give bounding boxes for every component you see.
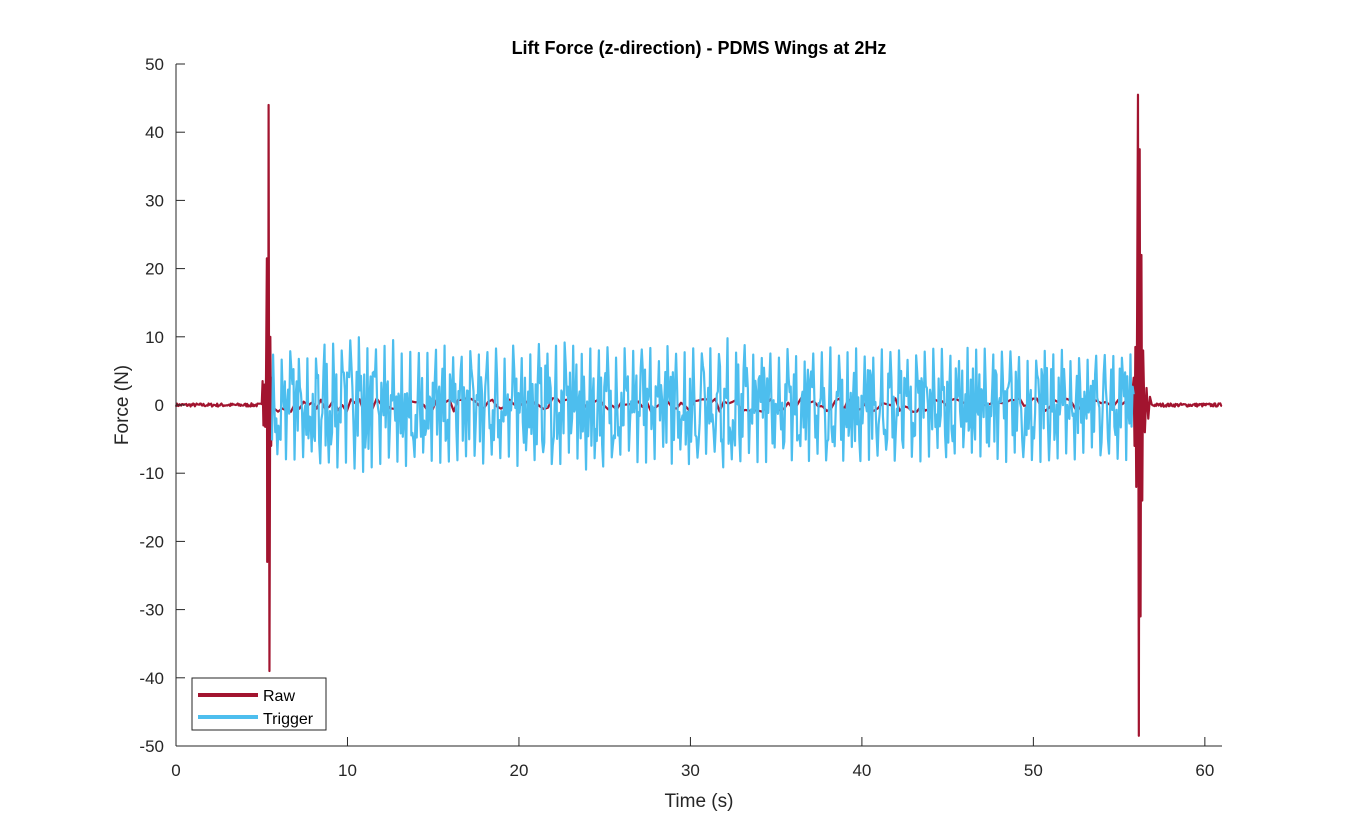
x-tick-label: 0 — [171, 761, 180, 780]
x-tick-label: 20 — [509, 761, 528, 780]
y-tick-label: 0 — [155, 396, 164, 415]
y-tick-label: 20 — [145, 260, 164, 279]
x-axis-label: Time (s) — [665, 791, 734, 812]
legend-label-trigger: Trigger — [263, 711, 314, 728]
series-line-raw — [174, 93, 1223, 737]
y-tick-label: 40 — [145, 123, 164, 142]
x-tick-label: 10 — [338, 761, 357, 780]
legend-label-raw: Raw — [263, 688, 295, 705]
y-tick-label: -40 — [139, 669, 164, 688]
y-tick-label: -30 — [139, 601, 164, 620]
plot-area — [174, 93, 1223, 737]
y-tick-label: -10 — [139, 464, 164, 483]
y-tick-label: -20 — [139, 532, 164, 551]
x-tick-label: 30 — [681, 761, 700, 780]
y-tick-label: 30 — [145, 191, 164, 210]
axes: 0 10 20 30 40 50 60 -50 -40 -30 -20 -10 0 10 20 30 40 50 — [139, 55, 1222, 780]
chart-title: Lift Force (z-direction) - PDMS Wings at… — [512, 38, 887, 58]
legend-box — [191, 677, 327, 731]
y-axis-label: Force (N) — [112, 365, 133, 445]
y-tick-label: -50 — [139, 737, 164, 756]
x-tick-label: 40 — [852, 761, 871, 780]
y-tick-label: 10 — [145, 328, 164, 347]
x-tick-label: 50 — [1024, 761, 1043, 780]
legend: Raw Trigger — [191, 677, 327, 731]
y-tick-label: 50 — [145, 55, 164, 74]
x-tick-label: 60 — [1195, 761, 1214, 780]
series-line-trigger — [270, 336, 1135, 474]
